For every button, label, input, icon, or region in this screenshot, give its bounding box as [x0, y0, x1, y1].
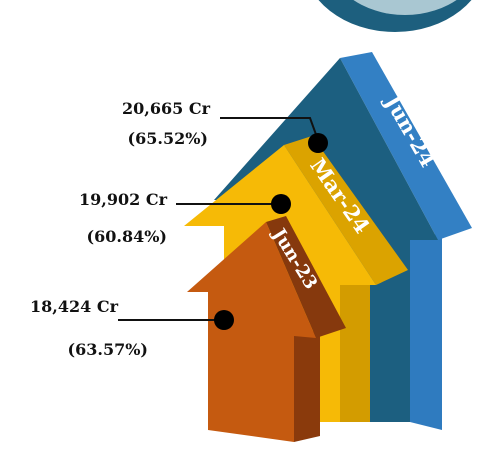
circle-decor-inner — [353, 0, 457, 15]
amount: 19,902 Cr — [79, 190, 168, 209]
share: (63.57%) — [68, 340, 148, 359]
share: (65.52%) — [128, 129, 208, 148]
callout: 18,424 Cr (63.57%) — [30, 297, 234, 359]
callout: 20,665 Cr (65.52%) — [122, 99, 328, 153]
amount: 20,665 Cr — [122, 99, 211, 118]
arrow-front — [187, 216, 346, 442]
amount: 18,424 Cr — [30, 297, 119, 316]
callout: 19,902 Cr (60.84%) — [79, 190, 291, 246]
share: (60.84%) — [87, 227, 167, 246]
